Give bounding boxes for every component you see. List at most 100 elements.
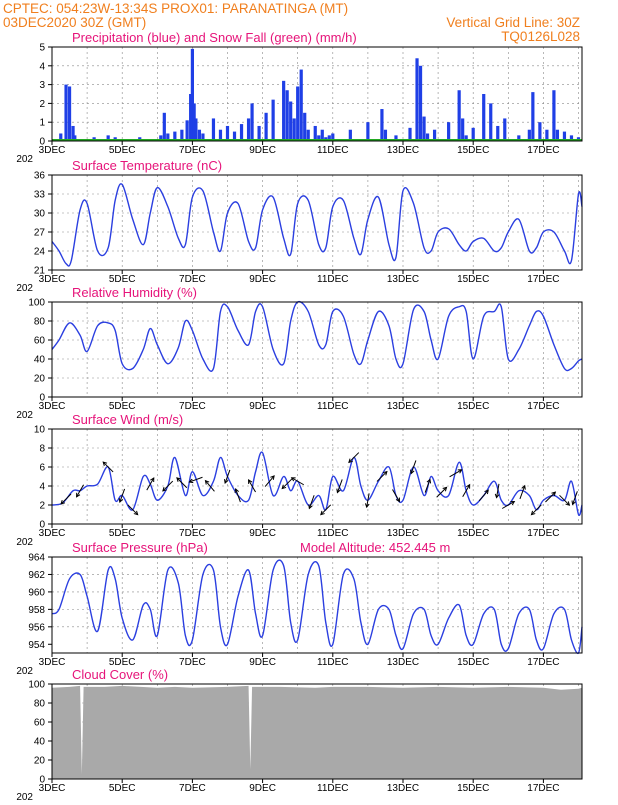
wind-arrow-head bbox=[162, 486, 167, 492]
panel-5: 0 20 40 60 80 100 3DEC 5DEC 7DEC 9DEC 11DEC 13DEC 15… bbox=[16, 667, 583, 803]
wind-arrow-shaft bbox=[336, 479, 343, 493]
precip-bar bbox=[303, 112, 307, 141]
x-tick-label: 3DEC bbox=[39, 145, 66, 156]
precip-bar bbox=[531, 92, 535, 141]
series-line bbox=[51, 300, 583, 372]
precip-bar bbox=[59, 133, 63, 141]
panel-title: Surface Pressure (hPa) bbox=[72, 540, 208, 555]
x-tick-label: 11DEC bbox=[317, 528, 349, 539]
x-tick-label: 5DEC bbox=[109, 145, 136, 156]
wind-arrow-head bbox=[290, 477, 296, 482]
wind-arrow-shaft bbox=[478, 489, 489, 502]
series-line bbox=[51, 559, 583, 655]
y-tick-label: 0 bbox=[39, 520, 45, 531]
wind-arrow-head bbox=[234, 487, 239, 493]
x-tick-label: 11DEC bbox=[317, 401, 349, 412]
wind-arrow-head bbox=[484, 489, 489, 495]
panel-2: 0 20 40 60 80 100 3DEC 5DEC 7DEC 9DEC 11DEC 13DEC 15… bbox=[16, 285, 583, 421]
x-year-label: 202 bbox=[16, 410, 33, 421]
y-tick-label: 36 bbox=[34, 171, 46, 182]
cloud-cover-area bbox=[52, 685, 582, 779]
x-tick-label: 13DEC bbox=[387, 145, 419, 156]
precip-bar bbox=[562, 131, 567, 141]
y-tick-label: 4 bbox=[39, 482, 45, 493]
precip-bar bbox=[320, 129, 324, 141]
wind-arrow-head bbox=[320, 510, 325, 516]
wind-arrow-shaft bbox=[60, 493, 72, 505]
y-tick-label: 30 bbox=[34, 209, 46, 220]
y-tick-label: 40 bbox=[34, 355, 46, 366]
precip-bar bbox=[73, 135, 77, 141]
x-tick-label: 11DEC bbox=[317, 274, 349, 285]
precip-bar bbox=[194, 118, 198, 141]
precip-bar bbox=[394, 135, 398, 141]
y-tick-label: 80 bbox=[34, 317, 46, 328]
x-tick-label: 13DEC bbox=[387, 783, 419, 794]
precip-bar bbox=[432, 129, 437, 141]
precip-bar bbox=[422, 116, 426, 141]
precip-bar bbox=[197, 129, 202, 141]
wind-arrow-head bbox=[530, 510, 536, 516]
wind-arrow-shaft bbox=[119, 488, 126, 503]
precip-bar bbox=[380, 109, 384, 141]
wind-arrow-shaft bbox=[501, 501, 515, 509]
wind-arrow-head bbox=[465, 483, 471, 489]
wind-arrow-head bbox=[364, 503, 370, 509]
precip-bar bbox=[211, 118, 216, 141]
x-tick-label: 3DEC bbox=[39, 274, 66, 285]
wind-arrow-head bbox=[565, 501, 571, 506]
panel-frame bbox=[51, 174, 583, 271]
header-location: CPTEC: 054:23W-13:34S PROX01: PARANATING… bbox=[3, 1, 348, 16]
precip-bar bbox=[489, 103, 493, 141]
wind-arrow-shaft bbox=[392, 489, 400, 502]
x-tick-label: 3DEC bbox=[39, 657, 66, 668]
x-tick-label: 5DEC bbox=[109, 528, 136, 539]
y-tick-label: 0 bbox=[39, 137, 45, 148]
wind-arrow-shaft bbox=[436, 487, 447, 498]
y-tick-label: 5 bbox=[39, 43, 45, 54]
panel-annotation: Model Altitude: 452.445 m bbox=[300, 540, 450, 555]
panel-title: Cloud Cover (%) bbox=[72, 667, 168, 682]
precip-bar bbox=[289, 101, 293, 141]
y-tick-label: 0 bbox=[39, 775, 45, 786]
wind-arrow-head bbox=[60, 499, 66, 505]
precip-bar bbox=[180, 129, 184, 141]
y-tick-label: 960 bbox=[28, 587, 45, 598]
y-tick-label: 954 bbox=[28, 640, 45, 651]
precip-bar bbox=[246, 118, 251, 141]
wind-arrow-shaft bbox=[348, 452, 360, 463]
precip-bar bbox=[166, 133, 170, 141]
precip-bar bbox=[159, 135, 163, 141]
x-tick-label: 11DEC bbox=[317, 783, 349, 794]
wind-arrow-head bbox=[308, 504, 313, 510]
precip-bar bbox=[232, 131, 237, 141]
x-tick-label: 15DEC bbox=[457, 145, 489, 156]
x-tick-label: 13DEC bbox=[387, 401, 419, 412]
precip-bar bbox=[292, 118, 296, 141]
wind-arrow-shaft bbox=[308, 495, 315, 509]
wind-arrow-head bbox=[118, 498, 124, 504]
x-tick-label: 13DEC bbox=[387, 274, 419, 285]
panel-title: Surface Wind (m/s) bbox=[72, 412, 183, 427]
wind-arrow-head bbox=[248, 479, 253, 484]
x-tick-label: 15DEC bbox=[457, 783, 489, 794]
x-tick-label: 17DEC bbox=[527, 401, 559, 412]
precip-bar bbox=[415, 58, 419, 141]
wind-arrow-head bbox=[133, 510, 139, 516]
precip-bar bbox=[527, 129, 531, 141]
panel-frame bbox=[51, 683, 583, 780]
x-tick-label: 9DEC bbox=[249, 274, 276, 285]
wind-arrow-shaft bbox=[248, 479, 256, 493]
precip-bar bbox=[331, 133, 335, 141]
precip-bar bbox=[67, 86, 72, 141]
precip-bar bbox=[296, 86, 300, 141]
wind-arrow-shaft bbox=[102, 461, 114, 473]
wind-arrow-head bbox=[281, 484, 287, 490]
x-tick-label: 3DEC bbox=[39, 401, 66, 412]
wind-arrow-shaft bbox=[531, 504, 542, 516]
wind-arrow-shaft bbox=[462, 484, 471, 498]
precip-bar bbox=[218, 129, 223, 141]
x-tick-label: 17DEC bbox=[527, 528, 559, 539]
precip-bar bbox=[225, 125, 230, 141]
